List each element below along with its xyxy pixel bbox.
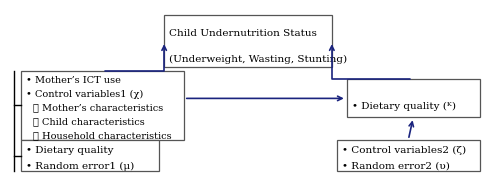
Text: • Dietary quality (ᴷ): • Dietary quality (ᴷ) (352, 101, 456, 111)
FancyBboxPatch shape (346, 79, 480, 117)
Text: • Control variables2 (ζ): • Control variables2 (ζ) (342, 146, 466, 155)
Text: • Random error1 (μ): • Random error1 (μ) (26, 162, 134, 171)
Text: ❖ Mother’s characteristics: ❖ Mother’s characteristics (34, 104, 164, 113)
Text: • Mother’s ICT use: • Mother’s ICT use (26, 76, 121, 85)
Text: • Control variables1 (χ): • Control variables1 (χ) (26, 90, 144, 99)
FancyBboxPatch shape (21, 71, 184, 140)
FancyBboxPatch shape (164, 15, 332, 67)
Text: ❖ Household characteristics: ❖ Household characteristics (34, 131, 172, 140)
Text: • Dietary quality: • Dietary quality (26, 146, 114, 155)
FancyBboxPatch shape (21, 140, 159, 171)
FancyBboxPatch shape (337, 140, 480, 171)
Text: (Underweight, Wasting, Stunting): (Underweight, Wasting, Stunting) (169, 55, 347, 64)
Text: ❖ Child characteristics: ❖ Child characteristics (34, 117, 145, 126)
Text: • Random error2 (υ): • Random error2 (υ) (342, 162, 450, 171)
Text: Child Undernutrition Status: Child Undernutrition Status (169, 29, 317, 38)
